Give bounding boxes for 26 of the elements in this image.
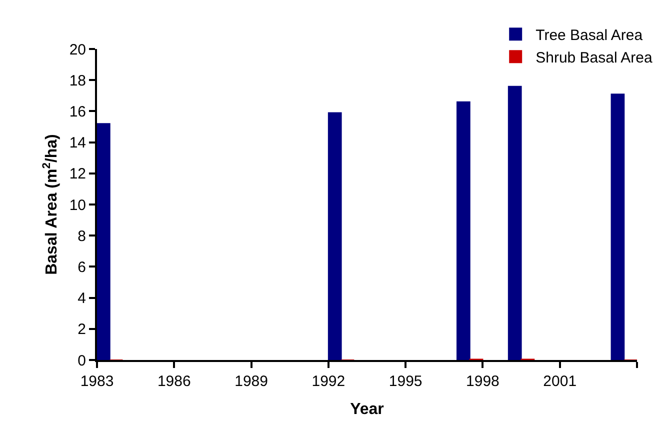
y-tick-label: 8 [78,228,86,245]
y-tick-label: 14 [69,134,86,152]
bar [508,86,522,360]
y-tick-label: 18 [69,72,86,90]
y-tick-label: 12 [69,166,86,183]
x-tick-label: 1998 [466,373,500,390]
x-tick-label: 1992 [312,373,346,390]
y-tick-label: 16 [69,103,86,120]
x-axis-title: Year [350,401,384,418]
x-tick-label: 1983 [80,373,114,390]
bar [456,101,470,360]
bar [610,94,625,360]
y-tick-label: 6 [78,258,86,276]
legend-label: Shrub Basal Area [536,50,653,66]
x-tick-label: 1989 [234,373,268,390]
y-tick-label: 10 [69,196,86,214]
y-tick-label: 2 [78,321,86,338]
bar [328,112,342,360]
y-tick-label: 0 [78,352,86,370]
y-tick-label: 20 [69,41,86,58]
legend-label: Tree Basal Area [536,27,644,44]
x-tick-label: 1986 [157,373,191,390]
bar [97,123,110,360]
x-tick-label: 1995 [388,373,422,390]
x-tick-label: 2001 [543,373,577,390]
y-tick-label: 4 [78,290,86,308]
